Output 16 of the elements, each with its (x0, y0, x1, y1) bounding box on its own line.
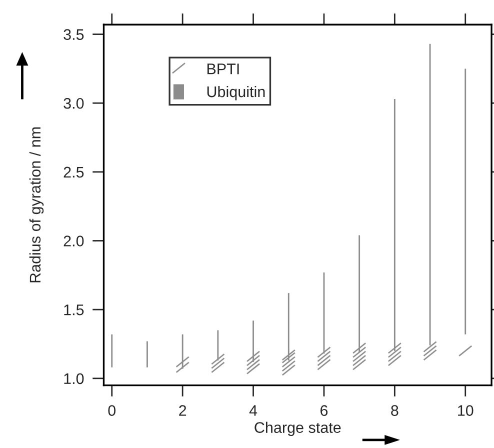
y-tick-label: 2.5 (64, 166, 84, 178)
x-axis-title: Charge state (254, 422, 341, 436)
legend-label: Ubiquitin (207, 86, 265, 100)
y-axis-title: Radius of gyration / nm (29, 127, 44, 282)
y-tick-label: 3.5 (64, 29, 84, 40)
x-tick-label: 4 (249, 405, 258, 416)
x-tick-label: 2 (179, 405, 186, 416)
y-tick-label: 1.0 (64, 373, 84, 384)
x-tick-label: 8 (391, 405, 398, 416)
x-tick-label: 10 (458, 405, 474, 416)
y-tick-label: 2.0 (64, 236, 84, 246)
y-tick-label: 3.0 (64, 98, 84, 109)
x-tick-label: 0 (108, 405, 116, 416)
y-tick-label: 1.5 (64, 304, 84, 316)
legend-label: BPTI (207, 64, 239, 74)
x-tick-label: 6 (320, 405, 328, 416)
